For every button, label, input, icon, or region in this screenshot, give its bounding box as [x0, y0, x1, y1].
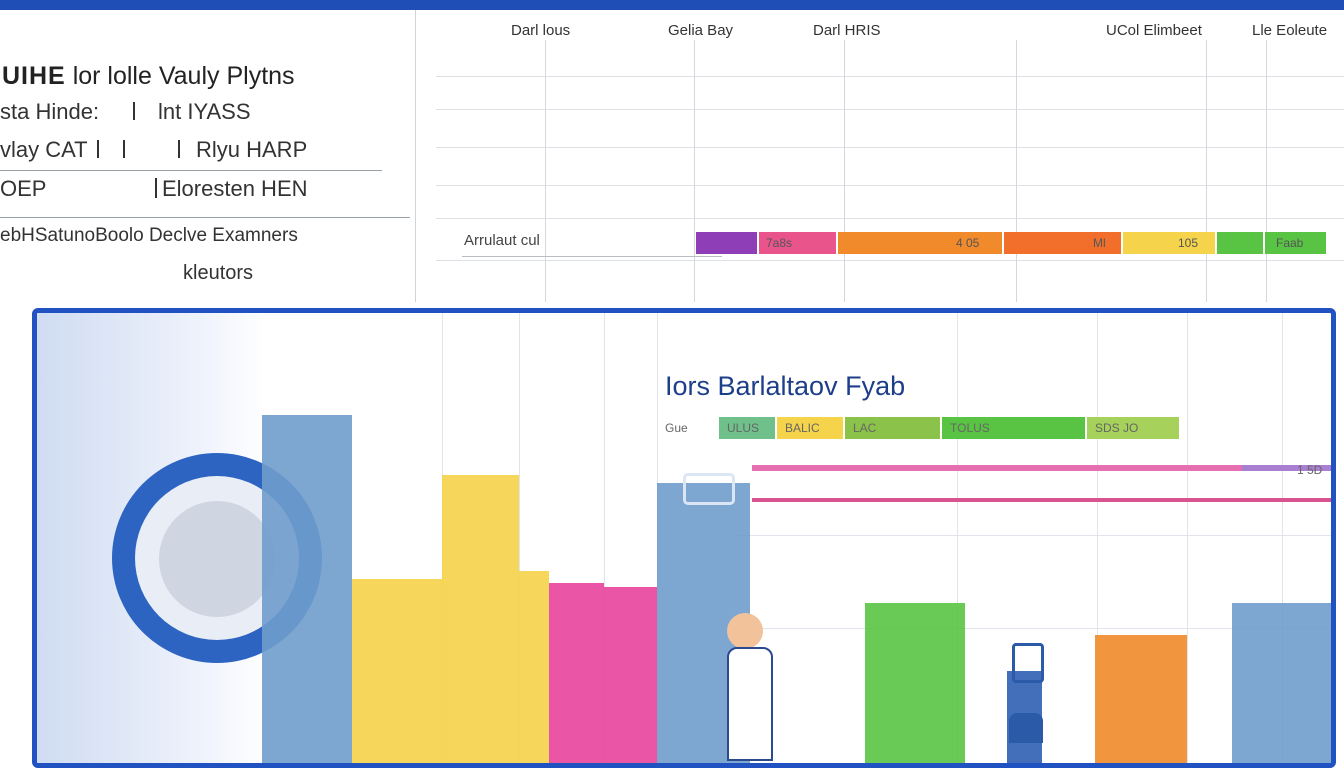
timeline-segment-3 [838, 232, 1003, 254]
grid-line [545, 40, 546, 302]
info-row-1-value: lnt IYASS [158, 99, 251, 124]
bar-4 [519, 571, 549, 763]
legend-label: BALIC [785, 421, 820, 435]
info-row-3-value: Eloresten HEN [162, 176, 308, 201]
legend-label: LAC [853, 421, 877, 435]
timeline-header: UCol Elimbeet [1106, 22, 1202, 39]
chart-frame: Iors Barlaltaov Fyab Gue ULUS BALIC LAC TOL… [32, 308, 1336, 768]
purple-stripe [1242, 465, 1331, 471]
timeline-header: Gelia Bay [668, 22, 734, 39]
grid-line [436, 218, 1344, 219]
timeline-segment-7 [1264, 232, 1326, 254]
bar-8 [865, 603, 965, 763]
timeline-grid: Darl lous Gelia Bay Darl HRIS UCol Elimb… [415, 10, 1344, 302]
timeline-segment-label: 4 05 [956, 236, 980, 250]
panel-title: UIHE lor lolle Vauly Plytns [2, 62, 295, 91]
grid-line [1282, 313, 1283, 763]
info-row-2-label: vlay CAT [0, 137, 88, 162]
info-row-1-label: sta Hinde: [0, 99, 100, 124]
info-panel: UIHE lor lolle Vauly Plytns sta Hinde: l… [0, 10, 415, 300]
grid-line [436, 109, 1344, 110]
legend-label: TOLUS [950, 421, 990, 435]
timeline-segment-1 [696, 232, 758, 254]
info-row-5: kleutors [183, 262, 254, 284]
timeline-segment-label: 7a8s [766, 236, 793, 250]
grid-line [1097, 313, 1098, 763]
legend-swatch [942, 417, 1085, 439]
grid-line [844, 40, 845, 302]
magenta-stripe [752, 498, 1331, 502]
grid-line [1187, 313, 1188, 763]
grid-line [1016, 40, 1017, 302]
device-icon [1012, 643, 1044, 683]
divider-mark [123, 140, 125, 158]
info-row-3-label: OEP [0, 176, 47, 201]
timeline-segment-label: Ml [1093, 236, 1106, 250]
grid-line [604, 313, 605, 763]
bar-3 [442, 475, 519, 763]
brand-text: UIHE [2, 62, 66, 90]
divider-mark [97, 140, 99, 158]
bar-2 [352, 579, 442, 763]
legend-swatch [719, 417, 775, 439]
row-underline [462, 256, 722, 257]
timeline-row-label: Arrulaut cul [464, 232, 540, 249]
title-text: lor lolle Vauly Plytns [72, 62, 295, 90]
timeline-segment-6 [1217, 232, 1263, 254]
divider-mark [133, 102, 135, 120]
legend-lead: Gue [665, 421, 688, 435]
timeline-header: Darl lous [511, 22, 571, 39]
divider-mark [178, 140, 180, 158]
legend-swatch [1087, 417, 1179, 439]
grid-line [1266, 40, 1267, 302]
info-row-4: ebHSatunoBoolo Declve Examners [0, 225, 298, 246]
legend-label: SDS JO [1095, 421, 1139, 435]
scanner-bore-icon [159, 501, 275, 617]
grid-line [436, 260, 1344, 261]
legend-swatch [845, 417, 940, 439]
timeline-segment-2 [759, 232, 837, 254]
bar-5 [549, 583, 604, 763]
timeline-header: Lle Eoleute [1252, 22, 1328, 39]
device-base-icon [1009, 713, 1043, 743]
stripe-label: 1 5D [1297, 463, 1323, 477]
tag-icon [683, 473, 735, 505]
timeline-segment-label: Faab [1276, 236, 1304, 250]
grid-line [436, 76, 1344, 77]
timeline-segment-label: 105 [1178, 236, 1199, 250]
chart-title: Iors Barlaltaov Fyab [665, 371, 906, 401]
divider-mark [155, 178, 157, 198]
top-accent-bar [0, 0, 1344, 10]
bar-6 [604, 587, 657, 763]
grid-line [436, 147, 1344, 148]
grid-line [1206, 40, 1207, 302]
separator [0, 217, 410, 218]
info-row-2-value: Rlyu HARP [196, 137, 308, 162]
grid-line [436, 185, 1344, 186]
grid-line [957, 313, 958, 763]
grid-line [737, 628, 1331, 629]
bar-10 [1095, 635, 1187, 763]
timeline-header: Darl HRIS [813, 22, 881, 39]
timeline-segment-4 [1004, 232, 1121, 254]
pink-stripe [752, 465, 1331, 471]
legend-swatch [777, 417, 843, 439]
person-body-icon [727, 647, 773, 761]
person-head-icon [727, 613, 763, 649]
bar-11 [1232, 603, 1331, 763]
legend-label: ULUS [727, 421, 760, 435]
timeline-segment-5 [1122, 232, 1216, 254]
grid-line [737, 535, 1331, 536]
separator [0, 170, 382, 171]
grid-line [519, 313, 520, 763]
bar-1 [262, 415, 352, 763]
grid-line [694, 40, 695, 302]
